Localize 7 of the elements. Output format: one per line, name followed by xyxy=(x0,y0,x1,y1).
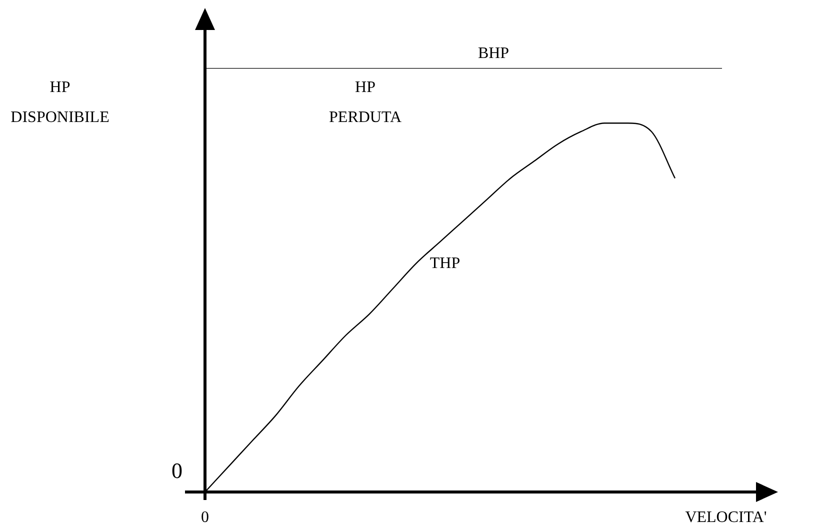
annotation: HP PERDUTA xyxy=(329,79,402,126)
series-label: BHP xyxy=(478,45,510,62)
text: 0 xyxy=(201,509,209,526)
x-axis-title: VELOCITA' xyxy=(685,509,767,526)
series-label: THP xyxy=(430,255,460,272)
text: 0 xyxy=(172,458,182,483)
y-axis-title: HP DISPONIBILE xyxy=(10,79,110,126)
